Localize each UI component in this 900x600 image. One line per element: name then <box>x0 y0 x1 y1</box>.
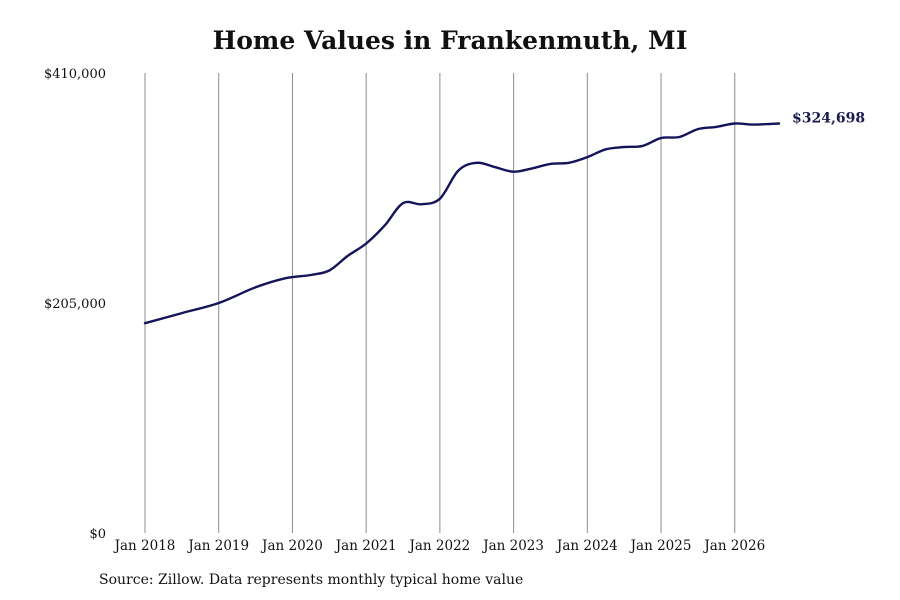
x-tick-label: Jan 2021 <box>334 538 397 554</box>
y-tick-label: $0 <box>89 527 106 542</box>
chart-title: Home Values in Frankenmuth, MI <box>212 26 688 55</box>
end-value-label: $324,698 <box>792 110 865 126</box>
x-tick-label: Jan 2020 <box>260 538 323 554</box>
x-tick-label: Jan 2019 <box>186 538 249 554</box>
x-tick-label: Jan 2018 <box>113 538 176 554</box>
series-line <box>143 122 781 325</box>
x-tick-label: Jan 2024 <box>555 538 618 554</box>
x-tick-label: Jan 2025 <box>629 538 692 554</box>
x-tick-label: Jan 2023 <box>481 538 544 554</box>
x-tick-label: Jan 2026 <box>702 538 765 554</box>
source-note: Source: Zillow. Data represents monthly … <box>99 572 524 588</box>
x-tick-label: Jan 2022 <box>407 538 470 554</box>
y-tick-label: $205,000 <box>44 297 106 312</box>
y-tick-label: $410,000 <box>44 67 106 82</box>
